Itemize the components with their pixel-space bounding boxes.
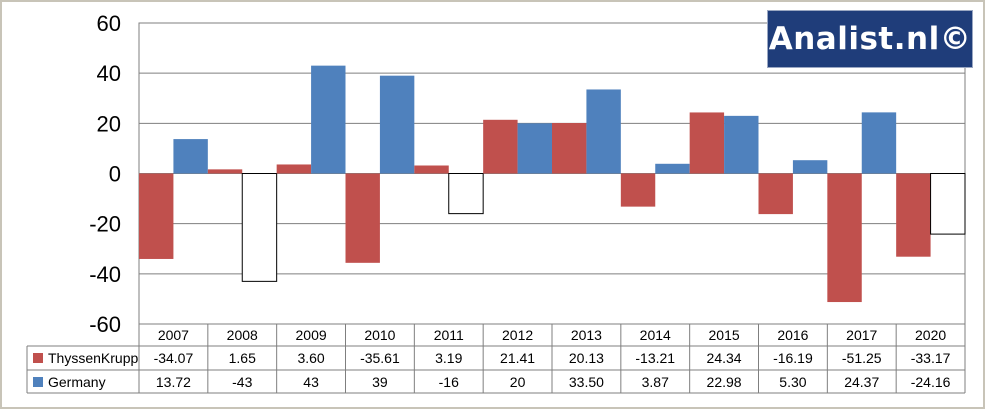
data-label: 20.13 [569, 350, 604, 366]
thyssenkrupp-bar [896, 173, 931, 257]
data-label: -24.16 [911, 374, 951, 390]
data-label: 1.65 [229, 350, 256, 366]
y-tick-label: 60 [97, 11, 121, 36]
thyssenkrupp-bar [207, 169, 243, 174]
x-tick-label: 2015 [709, 327, 740, 343]
thyssenkrupp-bar [414, 165, 449, 174]
logo-text: Analist.nl© [768, 21, 972, 57]
series-name: Germany [48, 374, 106, 390]
germany-bar [861, 112, 897, 174]
data-label: 43 [303, 374, 319, 390]
germany-bar [792, 160, 828, 174]
thyssenkrupp-bar [276, 164, 312, 174]
data-label: 3.87 [642, 374, 669, 390]
y-tick-label: 0 [109, 162, 121, 187]
x-tick-label: 2009 [296, 327, 327, 343]
data-label: 20 [510, 374, 526, 390]
data-label: -16 [439, 374, 459, 390]
germany-bar [448, 173, 484, 215]
data-label: 39 [372, 374, 388, 390]
data-label: -51.25 [842, 350, 882, 366]
data-label: 13.72 [156, 374, 191, 390]
data-label: -35.61 [360, 350, 400, 366]
germany-bar [517, 123, 552, 174]
data-label: 33.50 [569, 374, 604, 390]
x-tick-label: 2016 [777, 327, 808, 343]
germany-bar [586, 89, 621, 174]
x-tick-label: 2010 [364, 327, 395, 343]
x-tick-label: 2020 [915, 327, 946, 343]
x-tick-label: 2007 [158, 327, 189, 343]
germany-bar [173, 139, 208, 174]
thyssenkrupp-bar [345, 173, 380, 263]
data-label: 5.30 [779, 374, 806, 390]
germany-bar [379, 75, 415, 174]
data-label: -33.17 [911, 350, 951, 366]
data-label: 24.37 [844, 374, 879, 390]
data-label: 22.98 [707, 374, 742, 390]
thyssenkrupp-legend-key [33, 353, 43, 363]
data-label: 21.41 [500, 350, 535, 366]
germany-bar [311, 65, 346, 174]
y-tick-label: 20 [97, 111, 121, 136]
germany-bar [724, 115, 759, 174]
series-name: ThyssenKrupp [48, 350, 138, 366]
germany-bar [930, 173, 966, 235]
x-tick-label: 2011 [434, 327, 464, 343]
data-label: 3.60 [297, 350, 324, 366]
thyssenkrupp-bar [758, 173, 793, 215]
data-label: -13.21 [635, 350, 675, 366]
y-tick-label: -40 [89, 262, 121, 287]
data-label: 3.19 [435, 350, 462, 366]
data-label: -34.07 [154, 350, 194, 366]
x-tick-label: 2013 [571, 327, 602, 343]
thyssenkrupp-bar [620, 173, 656, 207]
thyssenkrupp-bar [689, 112, 725, 174]
y-tick-label: 40 [97, 61, 121, 86]
germany-bar [655, 163, 690, 174]
x-tick-label: 2014 [640, 327, 671, 343]
germany-legend-key [33, 377, 43, 387]
x-tick-label: 2012 [502, 327, 533, 343]
thyssenkrupp-bar [827, 173, 862, 303]
y-tick-label: -20 [89, 212, 121, 237]
x-tick-label: 2017 [846, 327, 877, 343]
thyssenkrupp-bar [552, 123, 587, 174]
analist-logo: Analist.nl© [767, 10, 973, 68]
x-tick-label: 2008 [227, 327, 258, 343]
data-label: 24.34 [707, 350, 742, 366]
data-label: -43 [232, 374, 252, 390]
thyssenkrupp-bar [139, 173, 174, 259]
germany-bar [241, 173, 278, 282]
data-label: -16.19 [773, 350, 813, 366]
y-tick-label: -60 [89, 312, 121, 337]
thyssenkrupp-bar [483, 119, 518, 174]
